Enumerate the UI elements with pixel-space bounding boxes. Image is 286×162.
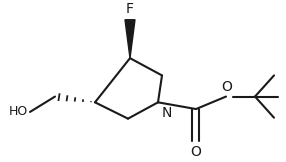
Text: HO: HO [9,105,28,118]
Polygon shape [125,20,135,58]
Text: N: N [162,106,172,120]
Text: O: O [190,145,201,159]
Text: O: O [222,80,233,94]
Text: F: F [126,2,134,16]
